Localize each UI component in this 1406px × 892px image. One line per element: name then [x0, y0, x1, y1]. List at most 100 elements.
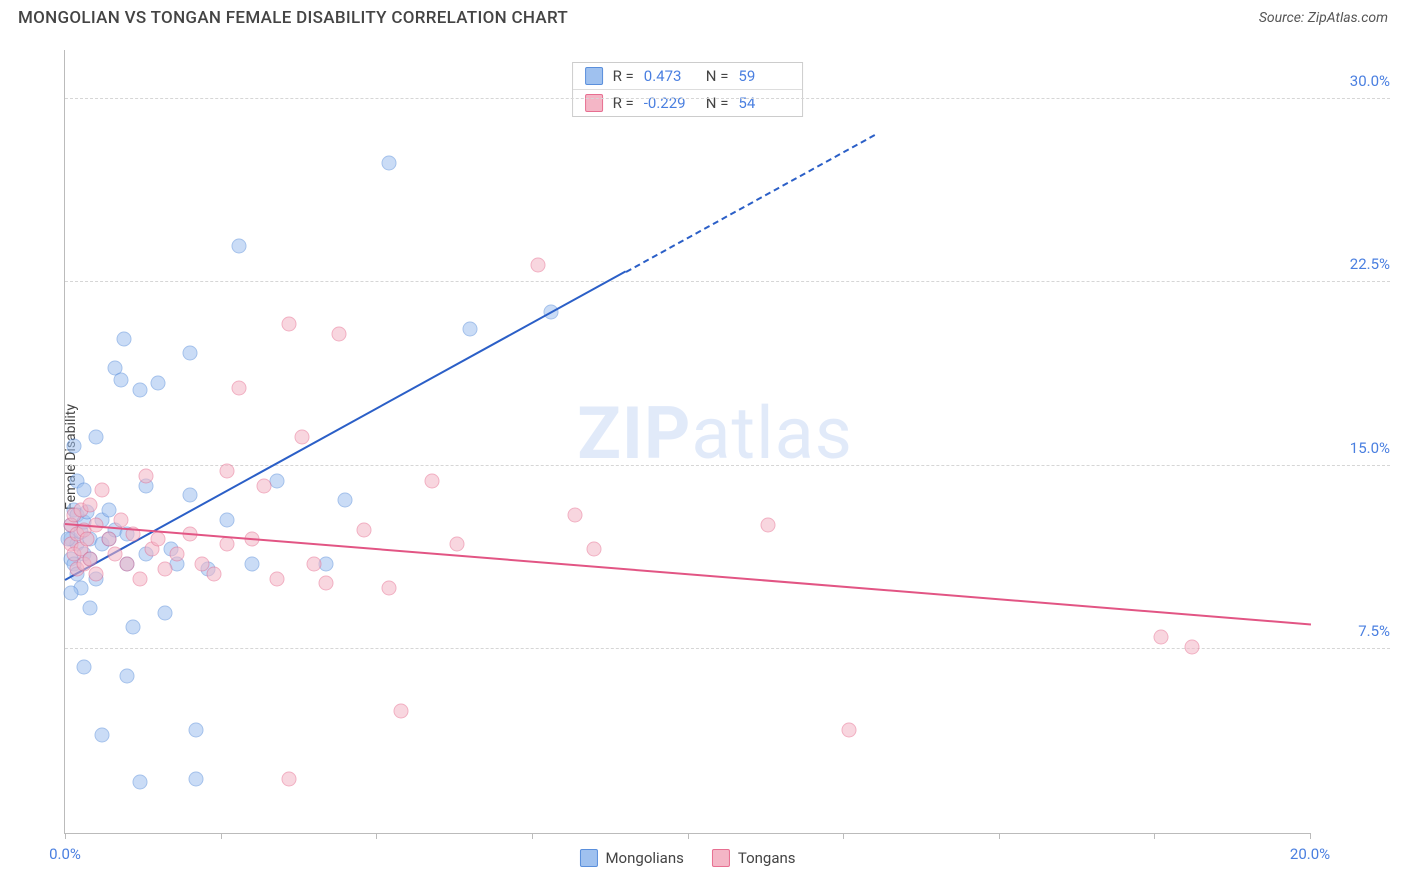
- data-point-tongans: [394, 703, 409, 718]
- data-point-tongans: [219, 463, 234, 478]
- data-point-mongolians: [120, 669, 135, 684]
- data-point-tongans: [307, 556, 322, 571]
- data-point-tongans: [79, 532, 94, 547]
- legend-stats-row-tongans: R = -0.229 N = 54: [573, 90, 803, 116]
- data-point-tongans: [257, 478, 272, 493]
- data-point-mongolians: [219, 512, 234, 527]
- watermark-zip: ZIP: [577, 391, 691, 476]
- data-point-mongolians: [244, 556, 259, 571]
- legend-item-mongolians: Mongolians: [579, 849, 683, 867]
- data-point-tongans: [101, 532, 116, 547]
- r-label: R =: [613, 94, 634, 112]
- data-point-tongans: [356, 522, 371, 537]
- chart-container: Female Disability ZIPatlas R =0.473N =59…: [22, 40, 1396, 874]
- chart-title: MONGOLIAN VS TONGAN FEMALE DISABILITY CO…: [18, 8, 568, 28]
- r-label: R =: [613, 67, 634, 85]
- data-point-tongans: [381, 581, 396, 596]
- data-point-tongans: [294, 429, 309, 444]
- data-point-mongolians: [381, 155, 396, 170]
- data-point-mongolians: [95, 728, 110, 743]
- data-point-tongans: [568, 507, 583, 522]
- y-tick-label: 22.5%: [1316, 255, 1390, 273]
- r-value: 0.473: [644, 67, 696, 85]
- data-point-tongans: [82, 498, 97, 513]
- data-point-tongans: [151, 532, 166, 547]
- data-point-tongans: [120, 556, 135, 571]
- data-point-tongans: [89, 566, 104, 581]
- data-point-mongolians: [76, 659, 91, 674]
- data-point-tongans: [282, 317, 297, 332]
- data-point-tongans: [282, 772, 297, 787]
- swatch-icon: [585, 67, 603, 85]
- data-point-tongans: [1184, 640, 1199, 655]
- data-point-mongolians: [182, 488, 197, 503]
- data-point-tongans: [138, 468, 153, 483]
- x-tick: [1154, 833, 1155, 839]
- data-point-tongans: [269, 571, 284, 586]
- data-point-mongolians: [132, 383, 147, 398]
- data-point-mongolians: [462, 321, 477, 336]
- data-point-mongolians: [117, 331, 132, 346]
- data-point-tongans: [587, 542, 602, 557]
- legend-stats-row-mongolians: R = 0.473 N = 59: [573, 63, 803, 90]
- source-label: Source:: [1259, 10, 1308, 26]
- source-value: ZipAtlas.com: [1308, 10, 1388, 26]
- source-attribution: Source: ZipAtlas.com: [1259, 10, 1388, 26]
- n-value: 54: [738, 94, 790, 112]
- data-point-mongolians: [188, 772, 203, 787]
- n-value: 59: [738, 67, 790, 85]
- data-point-mongolians: [188, 723, 203, 738]
- n-label: N =: [706, 67, 729, 85]
- y-tick-label: 15.0%: [1316, 439, 1390, 457]
- gridline: [65, 281, 1390, 282]
- data-point-tongans: [842, 723, 857, 738]
- data-point-mongolians: [114, 373, 129, 388]
- swatch-icon: [712, 849, 730, 867]
- data-point-mongolians: [89, 429, 104, 444]
- trend-line: [65, 523, 1311, 625]
- legend-stats-box: R = 0.473 N = 59 R = -0.229 N = 54: [572, 62, 804, 117]
- trend-line: [625, 133, 875, 272]
- scatter-plot: ZIPatlas R =0.473N =59R =-0.229N =54 Mon…: [64, 50, 1310, 834]
- data-point-tongans: [531, 258, 546, 273]
- data-point-mongolians: [338, 493, 353, 508]
- data-point-tongans: [207, 566, 222, 581]
- legend-item-tongans: Tongans: [712, 849, 796, 867]
- x-tick: [532, 833, 533, 839]
- data-point-tongans: [232, 380, 247, 395]
- data-point-tongans: [157, 561, 172, 576]
- watermark: ZIPatlas: [577, 391, 853, 476]
- x-tick: [1310, 833, 1311, 839]
- n-label: N =: [706, 94, 729, 112]
- data-point-tongans: [82, 551, 97, 566]
- swatch-icon: [585, 94, 603, 112]
- data-point-mongolians: [232, 238, 247, 253]
- swatch-icon: [579, 849, 597, 867]
- r-value: -0.229: [644, 94, 696, 112]
- data-point-mongolians: [64, 586, 79, 601]
- x-tick-label: 20.0%: [1290, 845, 1330, 863]
- data-point-tongans: [331, 326, 346, 341]
- data-point-tongans: [170, 547, 185, 562]
- data-point-tongans: [95, 483, 110, 498]
- data-point-mongolians: [67, 439, 82, 454]
- x-tick-label: 0.0%: [49, 845, 81, 863]
- y-tick-label: 30.0%: [1316, 72, 1390, 90]
- x-tick: [376, 833, 377, 839]
- x-tick: [688, 833, 689, 839]
- data-point-mongolians: [151, 375, 166, 390]
- y-tick-label: 7.5%: [1316, 622, 1390, 640]
- data-point-tongans: [425, 473, 440, 488]
- data-point-tongans: [319, 576, 334, 591]
- data-point-mongolians: [132, 774, 147, 789]
- data-point-tongans: [132, 571, 147, 586]
- legend-label: Mongolians: [605, 849, 683, 867]
- data-point-tongans: [761, 517, 776, 532]
- data-point-mongolians: [76, 483, 91, 498]
- data-point-tongans: [1153, 630, 1168, 645]
- trend-line: [65, 271, 627, 581]
- x-tick: [221, 833, 222, 839]
- data-point-tongans: [114, 512, 129, 527]
- legend-label: Tongans: [738, 849, 796, 867]
- series-legend: Mongolians Tongans: [579, 849, 795, 867]
